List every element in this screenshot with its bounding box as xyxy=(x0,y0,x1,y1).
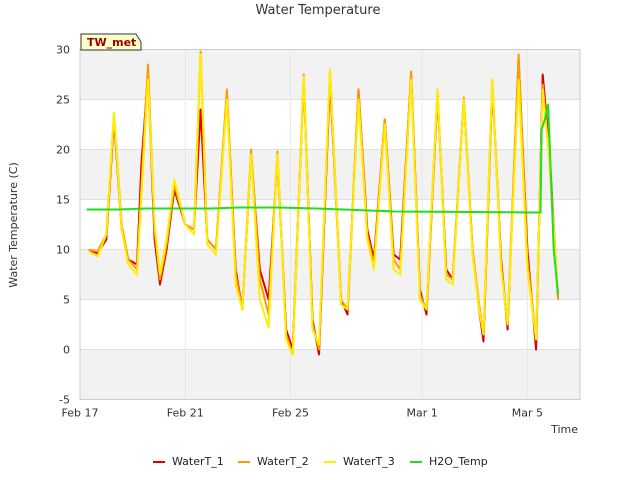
x-tick-label: Mar 5 xyxy=(512,407,543,420)
series-layer xyxy=(86,50,560,356)
background-band xyxy=(80,349,580,400)
y-tick-label: 0 xyxy=(63,344,70,357)
y-tick-label: 15 xyxy=(56,194,70,207)
x-tick-label: Feb 25 xyxy=(272,407,309,420)
y-tick-label: 20 xyxy=(56,144,70,157)
chart-title: Water Temperature xyxy=(256,3,381,18)
legend: WaterT_1 WaterT_2 WaterT_3 H2O_Temp xyxy=(153,455,488,468)
x-tick-labels: Feb 17 Feb 21 Feb 25 Mar 1 Mar 5 xyxy=(62,407,543,420)
x-tick-label: Mar 1 xyxy=(406,407,437,420)
legend-item: H2O_Temp xyxy=(410,455,488,468)
y-tick-label: -5 xyxy=(59,394,70,407)
station-badge: TW_met xyxy=(80,33,142,51)
background-band xyxy=(80,149,580,200)
station-badge-box xyxy=(80,33,142,51)
series-line-h2o-temp xyxy=(86,103,560,295)
x-tick-label: Feb 21 xyxy=(167,407,204,420)
legend-label: H2O_Temp xyxy=(429,455,488,468)
legend-label: WaterT_2 xyxy=(257,455,309,468)
legend-item: WaterT_1 xyxy=(153,455,224,468)
legend-item: WaterT_3 xyxy=(324,455,395,468)
x-axis-label: Time xyxy=(550,423,578,436)
legend-item: WaterT_2 xyxy=(238,455,309,468)
y-tick-label: 25 xyxy=(56,94,70,107)
y-tick-labels: -5 0 5 10 15 20 25 30 xyxy=(56,44,70,407)
x-tick-label: Feb 17 xyxy=(62,407,99,420)
y-axis-label: Water Temperature (C) xyxy=(7,162,20,287)
y-tick-label: 5 xyxy=(63,294,70,307)
series-line-watert-3 xyxy=(88,53,560,356)
legend-label: WaterT_3 xyxy=(343,455,395,468)
station-badge-text: TW_met xyxy=(87,36,136,49)
y-tick-label: 10 xyxy=(56,244,70,257)
legend-label: WaterT_1 xyxy=(172,455,224,468)
plot-border xyxy=(79,49,581,400)
y-tick-label: 30 xyxy=(56,44,70,57)
